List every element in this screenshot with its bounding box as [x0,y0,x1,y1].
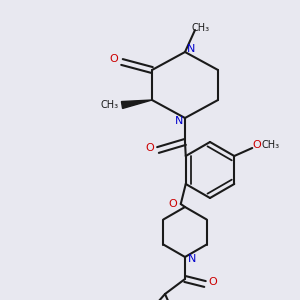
Text: N: N [187,44,195,54]
Text: CH₃: CH₃ [261,140,279,150]
Text: O: O [208,277,217,287]
Text: N: N [188,254,196,264]
Text: N: N [175,116,183,126]
Text: O: O [253,140,262,150]
Text: O: O [146,143,154,153]
Text: CH₃: CH₃ [101,100,119,110]
Polygon shape [122,100,152,109]
Text: O: O [110,54,118,64]
Text: O: O [168,199,177,209]
Text: CH₃: CH₃ [192,23,210,33]
